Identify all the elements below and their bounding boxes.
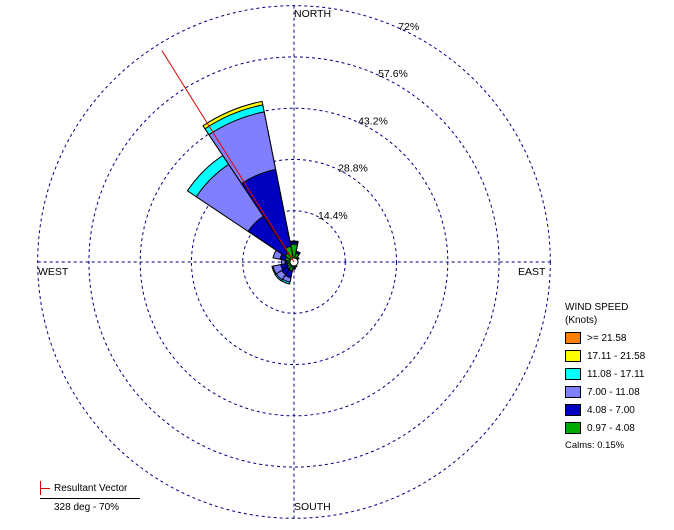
east-label: EAST (518, 266, 546, 278)
resultant-title-row: Resultant Vector (40, 481, 127, 495)
south-label: SOUTH (294, 501, 331, 513)
axis-lines (37, 5, 551, 519)
divider (40, 498, 140, 499)
resultant-vector (161, 50, 295, 263)
vector-marker-icon (40, 481, 50, 495)
resultant-value: 328 deg - 70% (54, 502, 120, 513)
ring-circle (88, 56, 500, 468)
legend-swatch (565, 386, 581, 398)
sector-wedge (240, 168, 295, 263)
legend-item: 0.97 - 4.08 (565, 421, 670, 435)
legend-label: 7.00 - 11.08 (587, 386, 640, 398)
legend-label: 4.08 - 7.00 (587, 404, 635, 416)
ring-circle (190, 158, 398, 366)
legend-item: 7.00 - 11.08 (565, 385, 670, 399)
ring-labels: 14.4% 28.8% 43.2% 57.6% 72% (318, 21, 419, 222)
north-label: NORTH (294, 8, 331, 20)
sector-bars (186, 100, 301, 285)
ring-label: 72% (398, 21, 419, 33)
ring-label: 43.2% (358, 115, 388, 127)
legend-swatch (565, 332, 581, 344)
legend-label: 11.08 - 17.11 (587, 368, 645, 380)
legend-swatch (565, 404, 581, 416)
ring-label: 28.8% (338, 163, 368, 175)
legend-item: 11.08 - 17.11 (565, 367, 670, 381)
legend-units: (Knots) (565, 315, 598, 326)
wind-speed-legend: WIND SPEED (Knots) >= 21.58 17.11 - 21.5… (565, 301, 670, 451)
calms-label: Calms: 0.15% (565, 440, 625, 451)
legend-swatch (565, 422, 581, 434)
legend-title: WIND SPEED (565, 302, 629, 313)
legend-item: >= 21.58 (565, 331, 670, 345)
legend-label: 0.97 - 4.08 (587, 422, 635, 434)
resultant-title: Resultant Vector (54, 482, 128, 494)
legend-label: >= 21.58 (587, 332, 627, 344)
legend-swatch (565, 368, 581, 380)
resultant-vector-line (161, 50, 295, 263)
west-label: WEST (38, 266, 69, 278)
ring-label: 57.6% (378, 68, 408, 80)
legend-label: 17.11 - 21.58 (587, 350, 646, 362)
ring-label: 14.4% (318, 210, 348, 222)
legend-item: 4.08 - 7.00 (565, 403, 670, 417)
legend-item: 17.11 - 21.58 (565, 349, 670, 363)
legend-swatch (565, 350, 581, 362)
